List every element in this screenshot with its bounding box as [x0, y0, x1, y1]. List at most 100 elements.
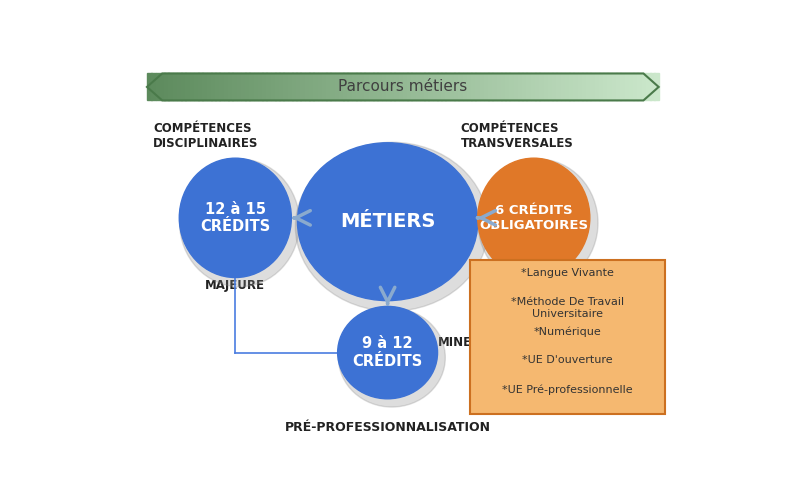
- Bar: [270, 74, 276, 101]
- Bar: [560, 74, 565, 101]
- Bar: [420, 74, 424, 101]
- Bar: [173, 74, 178, 101]
- Bar: [381, 74, 387, 101]
- Bar: [603, 74, 608, 101]
- Bar: [424, 74, 429, 101]
- Bar: [254, 74, 259, 101]
- Bar: [616, 74, 621, 101]
- Ellipse shape: [338, 306, 438, 399]
- Bar: [356, 74, 361, 101]
- Bar: [488, 74, 493, 101]
- Bar: [288, 74, 292, 101]
- Bar: [160, 74, 164, 101]
- Bar: [386, 74, 391, 101]
- Bar: [582, 74, 587, 101]
- Bar: [416, 74, 421, 101]
- Bar: [544, 74, 549, 101]
- Bar: [612, 74, 617, 101]
- Text: COMPÉTENCES
DISCIPLINAIRES: COMPÉTENCES DISCIPLINAIRES: [153, 122, 259, 150]
- Bar: [650, 74, 655, 101]
- Bar: [514, 74, 519, 101]
- Bar: [446, 74, 450, 101]
- Bar: [399, 74, 403, 101]
- Bar: [539, 74, 544, 101]
- Bar: [620, 74, 625, 101]
- Bar: [241, 74, 246, 101]
- Bar: [318, 74, 322, 101]
- Bar: [565, 74, 570, 101]
- Bar: [637, 74, 642, 101]
- Bar: [377, 74, 382, 101]
- Bar: [198, 74, 203, 101]
- Bar: [296, 74, 301, 101]
- Text: MÉTIERS: MÉTIERS: [340, 212, 435, 231]
- Text: 12 à 15
CRÉDITS: 12 à 15 CRÉDITS: [200, 202, 270, 234]
- Bar: [407, 74, 412, 101]
- Text: *UE Pré-professionnelle: *UE Pré-professionnelle: [502, 384, 633, 394]
- Bar: [471, 74, 476, 101]
- Bar: [203, 74, 208, 101]
- Bar: [509, 74, 514, 101]
- Bar: [574, 74, 578, 101]
- Bar: [168, 74, 173, 101]
- Bar: [279, 74, 284, 101]
- Bar: [458, 74, 463, 101]
- Bar: [284, 74, 288, 101]
- Bar: [211, 74, 216, 101]
- Bar: [437, 74, 442, 101]
- Bar: [578, 74, 582, 101]
- Bar: [300, 74, 305, 101]
- Bar: [646, 74, 651, 101]
- Bar: [330, 74, 335, 101]
- Ellipse shape: [339, 308, 446, 407]
- Bar: [351, 74, 357, 101]
- Bar: [484, 74, 489, 101]
- Bar: [292, 74, 297, 101]
- Ellipse shape: [180, 159, 299, 286]
- Text: Parcours métiers: Parcours métiers: [338, 80, 468, 94]
- Ellipse shape: [179, 158, 292, 278]
- Bar: [189, 74, 194, 101]
- Bar: [590, 74, 595, 101]
- Bar: [156, 74, 160, 101]
- Bar: [309, 74, 314, 101]
- Bar: [215, 74, 220, 101]
- Bar: [219, 74, 224, 101]
- Bar: [365, 74, 369, 101]
- Ellipse shape: [478, 159, 598, 286]
- Bar: [369, 74, 373, 101]
- Text: MINEURE: MINEURE: [438, 336, 499, 349]
- Bar: [245, 74, 250, 101]
- Bar: [185, 74, 190, 101]
- Bar: [476, 74, 480, 101]
- Bar: [164, 74, 169, 101]
- Bar: [207, 74, 211, 101]
- Text: *Numérique: *Numérique: [534, 326, 601, 336]
- Bar: [497, 74, 501, 101]
- Bar: [432, 74, 438, 101]
- Bar: [326, 74, 331, 101]
- Bar: [262, 74, 267, 101]
- Bar: [194, 74, 199, 101]
- Bar: [556, 74, 561, 101]
- Bar: [531, 74, 535, 101]
- Bar: [147, 74, 152, 101]
- Bar: [441, 74, 446, 101]
- Ellipse shape: [296, 142, 488, 311]
- Bar: [518, 74, 523, 101]
- Bar: [479, 74, 484, 101]
- Bar: [548, 74, 553, 101]
- Bar: [641, 74, 647, 101]
- Bar: [450, 74, 454, 101]
- Bar: [467, 74, 472, 101]
- Bar: [608, 74, 612, 101]
- Bar: [249, 74, 254, 101]
- Text: 9 à 12
CRÉDITS: 9 à 12 CRÉDITS: [352, 336, 423, 369]
- Bar: [599, 74, 604, 101]
- Bar: [522, 74, 527, 101]
- Text: MAJEURE: MAJEURE: [205, 278, 265, 291]
- Text: *Méthode De Travail
Universitaire: *Méthode De Travail Universitaire: [511, 297, 624, 318]
- Bar: [411, 74, 417, 101]
- Bar: [321, 74, 327, 101]
- Bar: [633, 74, 638, 101]
